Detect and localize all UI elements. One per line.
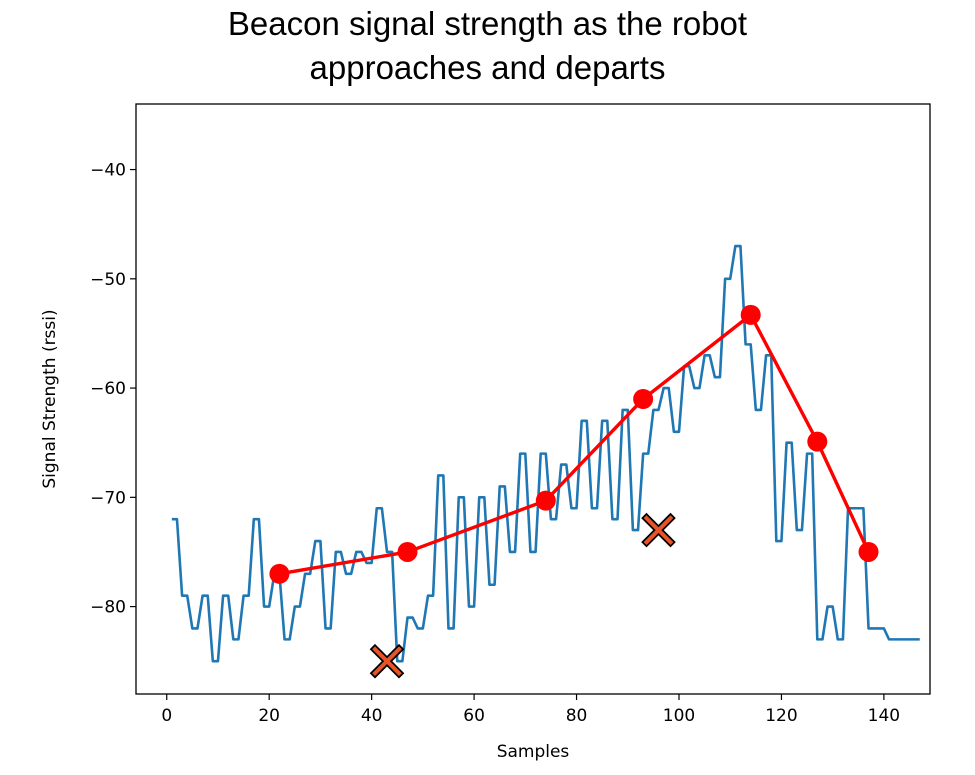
plot-frame bbox=[135, 103, 931, 695]
y-tick-label: −80 bbox=[90, 598, 126, 618]
ticks-layer: 0 20 40 60 80 100 120 140 −80 −70 −60 −50 −40 bbox=[90, 161, 900, 726]
smoothed-signal-point bbox=[535, 490, 556, 511]
series-layer bbox=[171, 244, 920, 679]
x-tick-label: 120 bbox=[765, 706, 797, 726]
smoothed-signal-point bbox=[740, 304, 761, 325]
minimum-x-fill bbox=[372, 646, 402, 677]
chart-title-line-2: approaches and departs bbox=[309, 49, 666, 86]
smoothed-signal-point bbox=[397, 541, 418, 562]
raw-signal-line bbox=[171, 244, 920, 663]
x-tick-label: 40 bbox=[361, 706, 383, 726]
y-axis-label: Signal Strength (rssi) bbox=[40, 309, 60, 488]
x-tick-label: 80 bbox=[566, 706, 588, 726]
smoothed-signal-point bbox=[807, 431, 828, 452]
x-tick-label: 100 bbox=[663, 706, 695, 726]
y-tick-label: −50 bbox=[90, 270, 126, 290]
smoothed-signal-point bbox=[633, 389, 654, 409]
minimum-x-marker bbox=[641, 512, 676, 548]
minimum-x-marker bbox=[369, 643, 405, 679]
x-tick-label: 140 bbox=[868, 706, 900, 726]
y-tick-label: −40 bbox=[90, 161, 126, 181]
smoothed-signal-line bbox=[279, 313, 871, 576]
y-tick-label: −60 bbox=[90, 379, 126, 399]
x-tick-label: 60 bbox=[463, 706, 485, 726]
smoothed-signal-point bbox=[858, 541, 879, 562]
smoothed-signal-point bbox=[269, 563, 290, 584]
x-tick-label: 0 bbox=[161, 706, 172, 726]
x-tick-label: 20 bbox=[258, 706, 280, 726]
minimum-x-fill bbox=[643, 515, 674, 545]
chart-title-line-1: Beacon signal strength as the robot bbox=[227, 5, 748, 42]
y-tick-label: −70 bbox=[90, 488, 126, 508]
x-axis-label: Samples bbox=[497, 742, 570, 762]
